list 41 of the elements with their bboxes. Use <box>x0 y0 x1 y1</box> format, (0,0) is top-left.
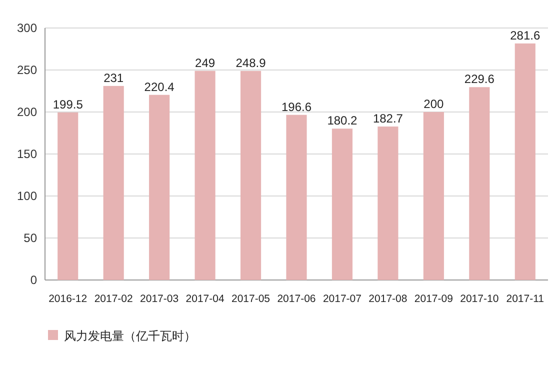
y-tick-label: 0 <box>30 273 38 287</box>
bar <box>332 128 353 280</box>
data-label: 281.6 <box>510 28 540 42</box>
bar <box>378 126 398 280</box>
data-label: 200 <box>424 97 444 111</box>
x-tick-label: 2016-12 <box>48 293 88 305</box>
bar <box>514 43 536 280</box>
x-tick-label: 2017-07 <box>322 293 362 305</box>
data-label: 196.6 <box>281 100 312 114</box>
x-tick-label: 2017-09 <box>414 293 454 305</box>
data-label: 220.4 <box>144 80 175 94</box>
x-tick-label: 2017-11 <box>506 293 544 305</box>
data-label: 229.6 <box>464 72 495 86</box>
data-label: 199.5 <box>52 97 84 112</box>
data-label: 248.9 <box>236 56 266 70</box>
x-tick-label: 2017-04 <box>186 293 224 305</box>
x-tick-label: 2017-05 <box>232 293 270 305</box>
data-label: 180.2 <box>327 114 358 128</box>
y-tick-label: 300 <box>16 21 38 35</box>
x-tick-label: 2017-08 <box>368 293 408 305</box>
y-tick-label: 150 <box>16 147 38 161</box>
bar <box>469 87 490 280</box>
bar <box>286 114 307 280</box>
y-tick-label: 100 <box>16 189 38 203</box>
bar <box>423 112 444 280</box>
y-tick-label: 50 <box>24 231 38 245</box>
x-tick-label: 2017-06 <box>277 293 316 305</box>
y-tick-label: 200 <box>16 105 38 119</box>
data-label: 231 <box>104 70 124 85</box>
x-tick-label: 2017-03 <box>140 293 179 305</box>
bar <box>103 86 124 280</box>
data-label: 182.7 <box>372 112 404 126</box>
data-label: 249 <box>195 56 216 70</box>
legend-label: 风力发电量（亿千瓦时） <box>64 329 196 343</box>
bar <box>240 70 262 280</box>
y-tick-label: 250 <box>16 63 38 77</box>
x-tick-label: 2017-02 <box>94 293 134 305</box>
bar <box>58 112 78 280</box>
bar <box>149 94 170 280</box>
x-tick-label: 2017-10 <box>460 293 499 305</box>
bar <box>194 70 216 280</box>
